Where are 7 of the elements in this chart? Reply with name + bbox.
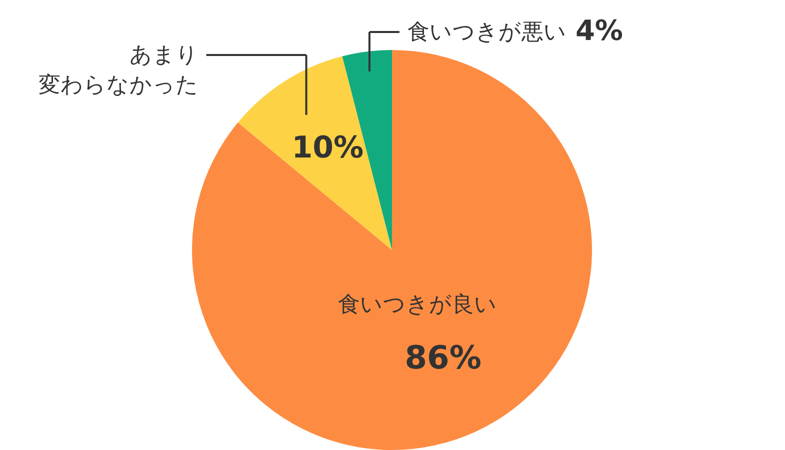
slice-label: 食いつきが悪い xyxy=(407,20,566,45)
data-label: 86% xyxy=(404,338,482,377)
data-label: 4% xyxy=(575,14,623,47)
slice-label: 食いつきが良い xyxy=(338,292,498,318)
pie-slice xyxy=(238,56,392,250)
slice-label: あまり変わらなかった xyxy=(38,43,198,98)
data-label: 10% xyxy=(292,130,364,166)
